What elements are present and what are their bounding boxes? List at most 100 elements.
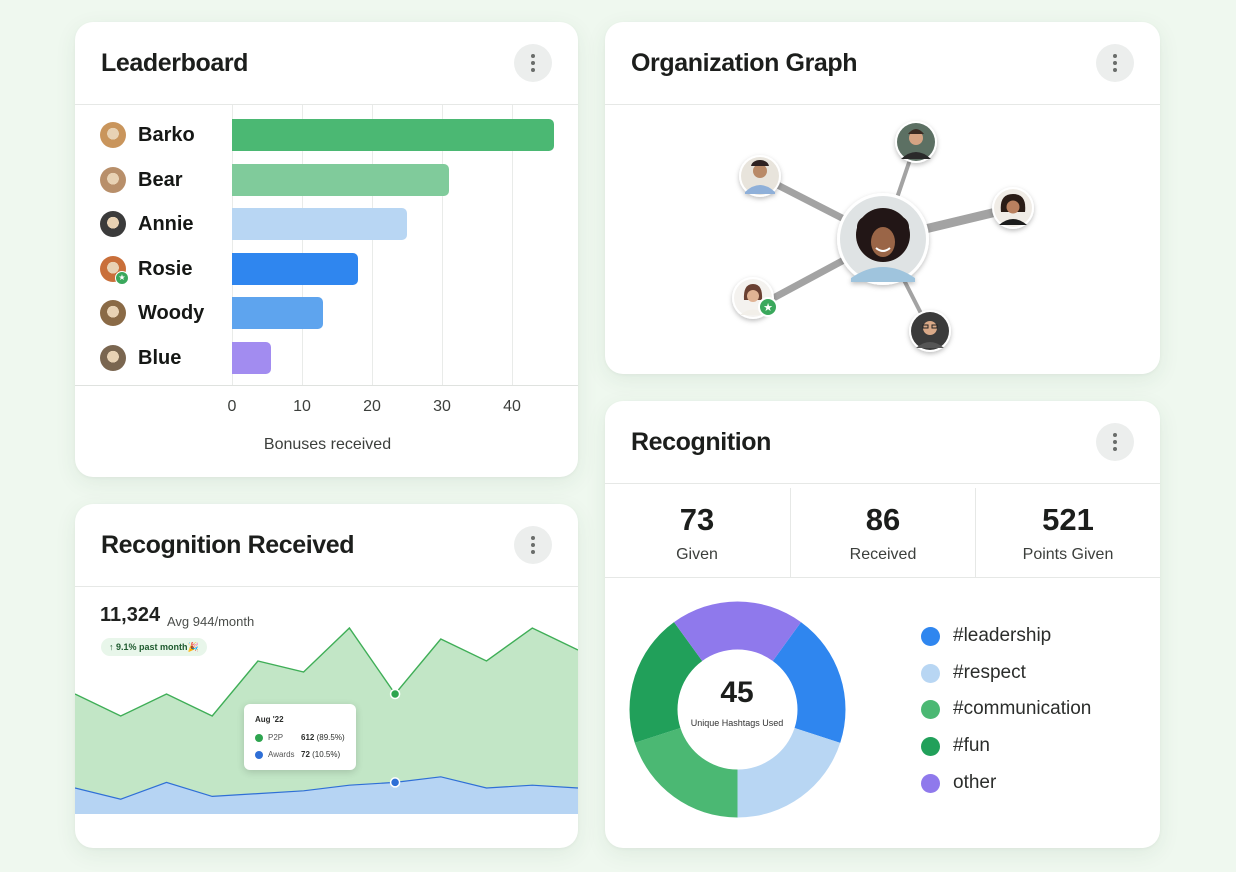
stat-received: 86 Received <box>791 488 975 577</box>
person-avatar-icon[interactable] <box>895 121 937 163</box>
donut-slice[interactable] <box>737 728 841 818</box>
legend-label: #respect <box>953 661 1026 683</box>
card-title: Recognition <box>631 428 772 456</box>
donut-slice[interactable] <box>629 622 703 743</box>
leaderboard-bar[interactable] <box>232 252 358 285</box>
kebab-menu-icon[interactable] <box>514 526 552 564</box>
awards-line <box>75 776 578 800</box>
average-text: Avg 944/month <box>167 614 255 629</box>
legend-label: #fun <box>953 735 990 757</box>
kebab-menu-icon[interactable] <box>514 44 552 82</box>
leaderboard-name: Annie <box>138 213 194 235</box>
donut-slice[interactable] <box>772 622 846 743</box>
legend-swatch-icon <box>921 773 940 793</box>
x-tick-label: 30 <box>433 398 451 415</box>
divider <box>605 577 1160 578</box>
leaderboard-name: Rosie <box>138 257 193 280</box>
divider <box>790 488 791 577</box>
dog-avatar-icon <box>100 211 126 237</box>
center-person-avatar-icon[interactable] <box>837 193 929 285</box>
dog-avatar-icon <box>100 344 126 371</box>
organization-graph-card: Organization Graph <box>605 22 1160 374</box>
divider <box>975 488 976 577</box>
p2p-line <box>75 626 578 717</box>
leaderboard-row: ★ Rosie <box>75 252 578 288</box>
stat-value: 521 <box>1042 502 1094 537</box>
person-avatar-icon[interactable] <box>739 155 781 197</box>
org-graph-diagram: ★ <box>732 121 1034 352</box>
x-tick-label: 10 <box>293 398 311 415</box>
tooltip-label: Awards <box>268 750 295 759</box>
gridline <box>372 105 373 385</box>
tooltip-label: P2P <box>268 733 284 742</box>
kebab-menu-icon[interactable] <box>1096 44 1134 82</box>
leaderboard-row: Annie <box>75 207 578 243</box>
tooltip-value: 612 (89.5%) <box>301 733 345 742</box>
hashtag-donut-chart <box>629 601 846 818</box>
leaderboard-bar[interactable] <box>232 297 323 329</box>
gridline <box>232 105 233 385</box>
gridline <box>512 105 513 385</box>
legend-swatch-icon <box>921 663 940 683</box>
card-header: Recognition Received <box>75 504 578 587</box>
leaderboard-row: Bear <box>75 163 578 199</box>
chart-tooltip: Aug '22 P2P 612 (89.5%) Awards 72 (10.5%… <box>244 704 356 770</box>
leaderboard-bar[interactable] <box>232 119 554 151</box>
donut-slice[interactable] <box>634 728 738 818</box>
gridline <box>302 105 303 385</box>
donut-slice[interactable] <box>674 601 801 661</box>
x-axis-line <box>75 385 578 386</box>
legend-swatch-icon <box>921 737 940 757</box>
leaderboard-name: Barko <box>138 124 195 146</box>
legend-label: #leadership <box>953 625 1052 646</box>
legend-swatch-icon <box>921 627 940 646</box>
card-header: Leaderboard <box>75 22 578 105</box>
awards-area <box>75 776 578 814</box>
dog-avatar-icon <box>100 166 126 193</box>
series-dot-icon <box>255 734 263 742</box>
data-point[interactable] <box>389 688 401 700</box>
stat-value: 73 <box>679 502 715 537</box>
stat-label: Points Given <box>1022 546 1114 563</box>
data-point[interactable] <box>389 777 401 788</box>
recognition-card: Recognition 73 Given 86 Received 521 Poi… <box>605 401 1160 848</box>
stat-value: 86 <box>865 502 901 537</box>
legend-swatch-icon <box>921 700 940 720</box>
x-tick-label: 20 <box>363 398 381 415</box>
tooltip-row-awards: Awards 72 (10.5%) <box>255 749 350 761</box>
x-axis-label: Bonuses received <box>263 436 392 453</box>
svg-text:★: ★ <box>763 301 773 314</box>
tooltip-value: 72 (10.5%) <box>301 750 341 759</box>
dog-avatar-icon <box>100 122 126 148</box>
stat-points-given: 521 Points Given <box>976 488 1160 577</box>
leaderboard-row: Barko <box>75 118 578 154</box>
x-tick-label: 40 <box>503 398 521 415</box>
stat-given: 73 Given <box>605 488 789 577</box>
donut-center-caption: Unique Hashtags Used <box>690 718 784 728</box>
stat-label: Received <box>849 546 917 563</box>
leaderboard-row: Blue <box>75 341 578 377</box>
recognition-received-card: Recognition Received 11,324 Avg 944/mont… <box>75 504 578 848</box>
tooltip-title: Aug '22 <box>255 715 284 724</box>
card-title: Leaderboard <box>101 49 249 77</box>
card-title: Organization Graph <box>631 49 858 77</box>
gridline <box>442 105 443 385</box>
stat-label: Given <box>676 546 718 563</box>
person-avatar-icon[interactable] <box>992 187 1034 229</box>
legend-label: #communication <box>953 698 1092 720</box>
leaderboard-card: Leaderboard Barko Bear Annie ★ Rosie Woody Blu… <box>75 22 578 477</box>
person-avatar-icon[interactable] <box>909 310 951 352</box>
leaderboard-bar[interactable] <box>232 208 407 240</box>
donut-center-value: 45 <box>720 676 754 709</box>
star-badge-icon: ★ <box>758 297 778 317</box>
leaderboard-bar[interactable] <box>232 163 449 196</box>
leaderboard-name: Blue <box>138 346 182 369</box>
card-header: Organization Graph <box>605 22 1160 105</box>
leaderboard-bar[interactable] <box>232 341 271 374</box>
leaderboard-name: Bear <box>138 168 183 191</box>
star-badge-icon: ★ <box>115 270 129 285</box>
kebab-menu-icon[interactable] <box>1096 423 1134 461</box>
series-dot-icon <box>255 751 263 759</box>
legend-label: other <box>953 771 997 793</box>
card-header: Recognition <box>605 401 1160 484</box>
